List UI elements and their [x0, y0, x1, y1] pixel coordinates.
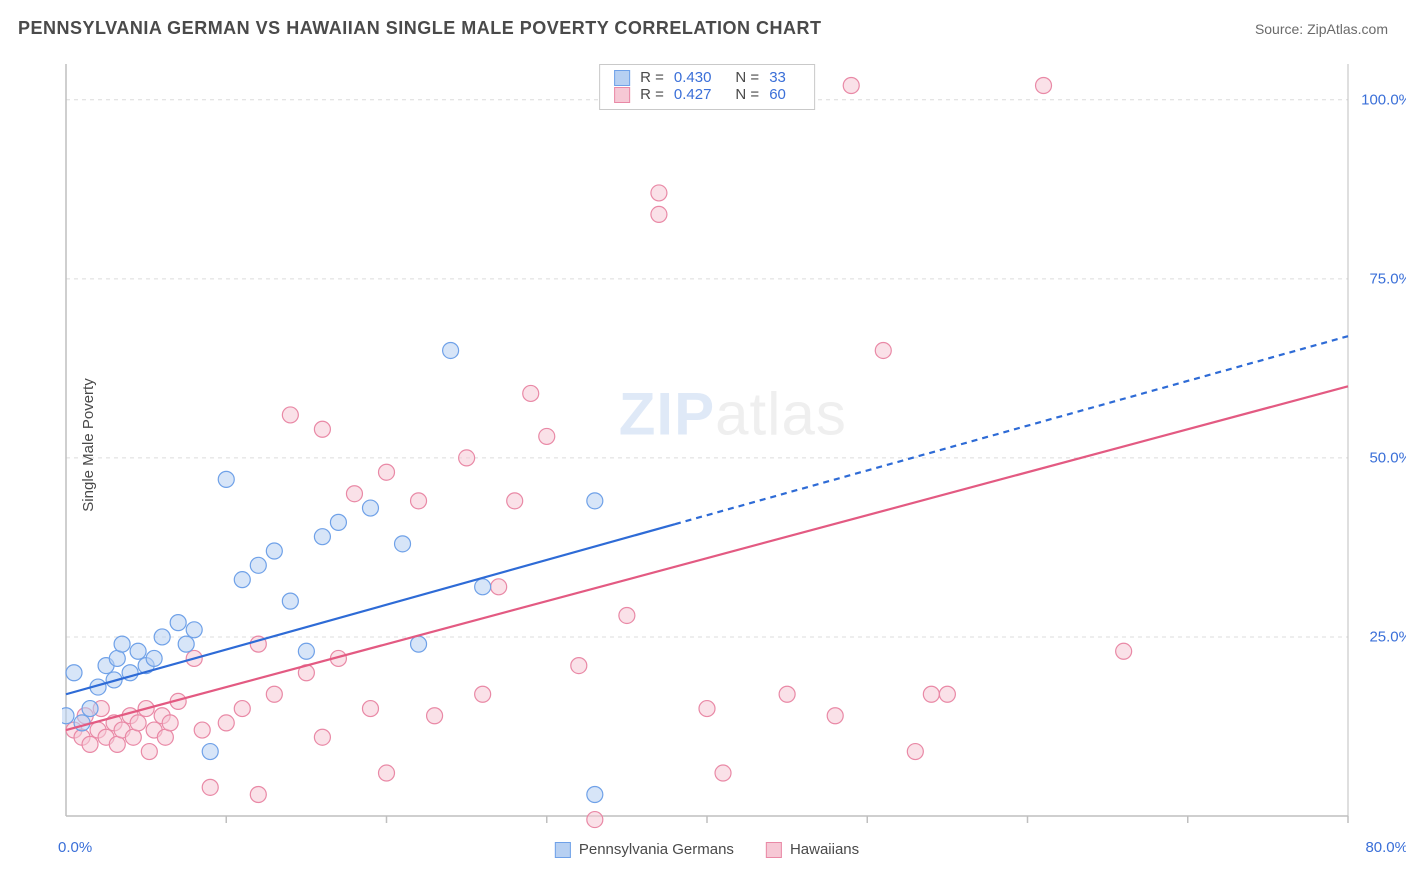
y-axis-label: Single Male Poverty	[80, 378, 97, 511]
stat-row-hw: R = 0.427 N = 60	[614, 86, 800, 103]
stat-box: R = 0.430 N = 33 R = 0.427 N = 60	[599, 64, 815, 110]
stat-r-label: R =	[640, 86, 664, 103]
stat-n-pg: 33	[769, 69, 786, 86]
stat-swatch-hw	[614, 87, 630, 103]
y-tick-label: 50.0%	[1369, 449, 1406, 466]
stat-r-pg: 0.430	[674, 69, 712, 86]
stat-n-label: N =	[735, 86, 759, 103]
legend-swatch-pg	[555, 842, 571, 858]
y-tick-label: 25.0%	[1369, 628, 1406, 645]
stat-row-pg: R = 0.430 N = 33	[614, 69, 800, 86]
y-tick-label: 75.0%	[1369, 270, 1406, 287]
x-max-label: 80.0%	[1365, 839, 1406, 856]
stat-r-hw: 0.427	[674, 86, 712, 103]
plot-area: Single Male Poverty ZIPatlas 0.0% 80.0% …	[62, 60, 1352, 830]
stat-n-hw: 60	[769, 86, 786, 103]
stat-n-label: N =	[735, 69, 759, 86]
legend-item-pg: Pennsylvania Germans	[555, 841, 734, 858]
bottom-legend: Pennsylvania Germans Hawaiians	[555, 841, 859, 858]
legend-label-pg: Pennsylvania Germans	[579, 841, 734, 858]
stat-swatch-pg	[614, 70, 630, 86]
source-credit: Source: ZipAtlas.com	[1255, 21, 1388, 37]
x-min-label: 0.0%	[58, 839, 92, 856]
legend-item-hw: Hawaiians	[766, 841, 859, 858]
legend-swatch-hw	[766, 842, 782, 858]
legend-label-hw: Hawaiians	[790, 841, 859, 858]
stat-r-label: R =	[640, 69, 664, 86]
scatter-svg	[62, 60, 1352, 830]
chart-title: PENNSYLVANIA GERMAN VS HAWAIIAN SINGLE M…	[18, 18, 822, 39]
y-tick-label: 100.0%	[1361, 91, 1406, 108]
